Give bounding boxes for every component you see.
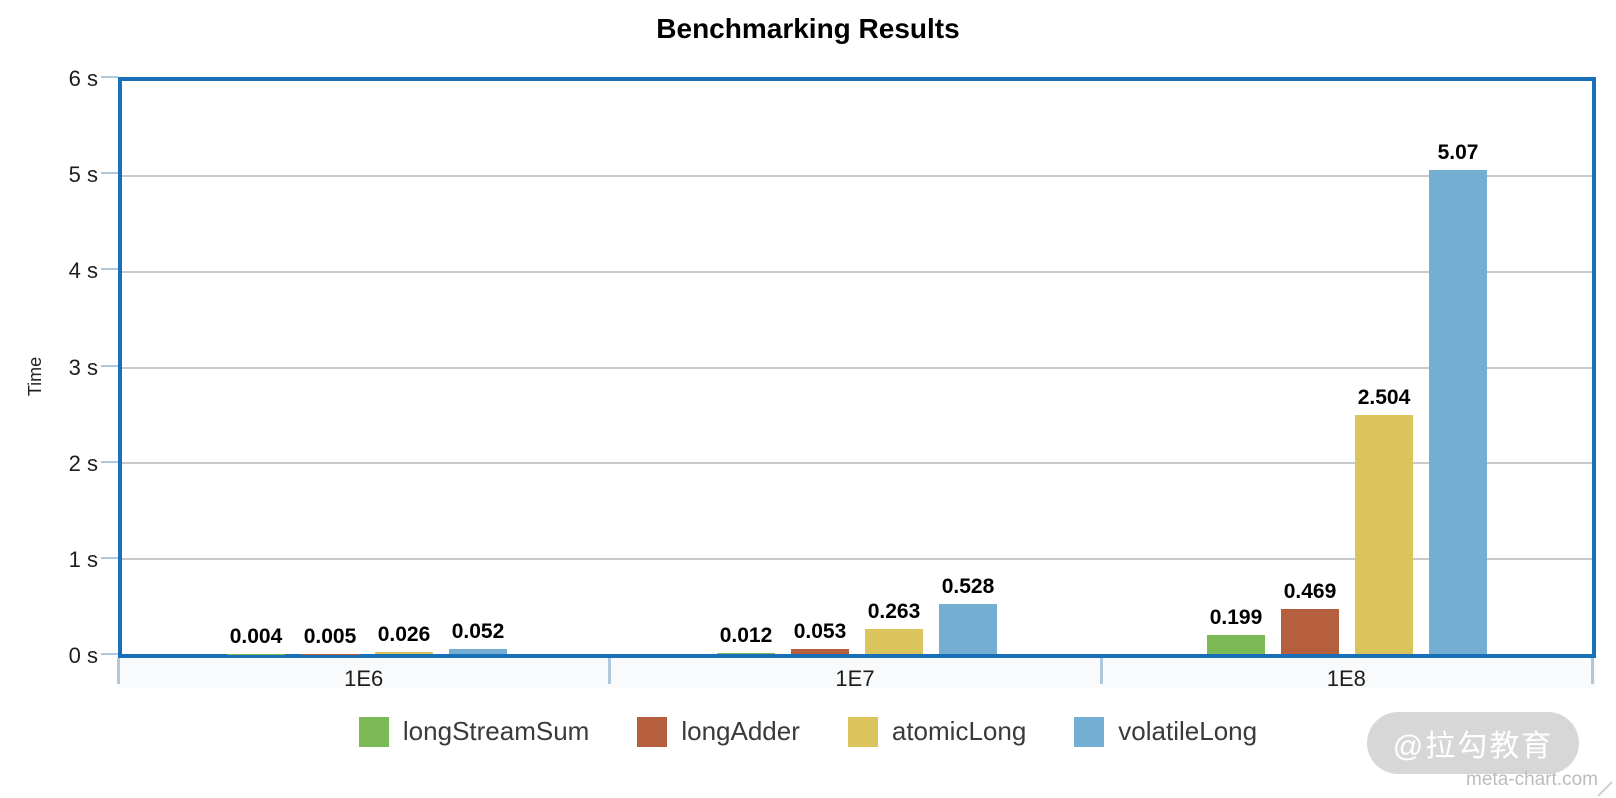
bar-slot-volatileLong-1E8: 5.07 bbox=[1429, 81, 1487, 654]
legend-label-longStreamSum: longStreamSum bbox=[402, 716, 590, 746]
bar-value-label-volatileLong-1E8: 5.07 bbox=[1437, 140, 1479, 164]
x-tick-mark-3 bbox=[1591, 658, 1594, 684]
gridline-5s bbox=[122, 175, 1592, 178]
x-tick-label-1E7: 1E7 bbox=[835, 666, 875, 691]
y-tick-label-5s: 5 s bbox=[68, 162, 98, 188]
y-tick-mark-4s bbox=[101, 268, 118, 271]
bar-atomicLong-1E7 bbox=[865, 628, 923, 654]
x-tick-mark-2 bbox=[1099, 658, 1103, 684]
y-tick-label-4s: 4 s bbox=[68, 258, 98, 284]
legend-swatch-atomicLong bbox=[847, 716, 878, 747]
y-tick-mark-6s bbox=[101, 76, 118, 78]
bar-slot-volatileLong-1E6: 0.052 bbox=[449, 81, 507, 654]
bar-value-label-atomicLong-1E6: 0.026 bbox=[377, 622, 431, 646]
gridline-2s bbox=[122, 461, 1592, 464]
bar-longAdder-1E7 bbox=[791, 648, 849, 654]
bar-value-label-longAdder-1E6: 0.005 bbox=[303, 624, 357, 648]
y-tick-label-6s: 6 s bbox=[68, 66, 98, 91]
y-tick-mark-0s bbox=[101, 653, 118, 655]
x-tick-label-1E6: 1E6 bbox=[344, 666, 384, 691]
bar-slot-volatileLong-1E7: 0.528 bbox=[939, 81, 997, 654]
y-tick-mark-3s bbox=[101, 364, 118, 367]
bar-slot-longAdder-1E6: 0.005 bbox=[301, 81, 359, 654]
y-tick-label-2s: 2 s bbox=[68, 450, 98, 476]
bar-value-label-longAdder-1E7: 0.053 bbox=[793, 619, 847, 643]
bar-longStreamSum-1E8 bbox=[1207, 635, 1265, 654]
legend-swatch-volatileLong bbox=[1074, 716, 1105, 747]
bar-group-1E7: 0.012 0.053 0.263 0.528 bbox=[612, 81, 1102, 654]
gridline-1s bbox=[122, 557, 1592, 560]
x-tick-label-1E8: 1E8 bbox=[1326, 666, 1366, 691]
legend: longStreamSum longAdder atomicLong volatile… bbox=[0, 716, 1616, 747]
chart-title: Benchmarking Results bbox=[656, 13, 960, 44]
bar-value-label-volatileLong-1E6: 0.052 bbox=[451, 620, 505, 644]
bar-slot-atomicLong-1E6: 0.026 bbox=[375, 81, 433, 654]
y-tick-mark-1s bbox=[101, 556, 118, 559]
y-tick-mark-5s bbox=[101, 172, 118, 175]
bar-longStreamSum-1E7 bbox=[717, 652, 775, 654]
bar-atomicLong-1E6 bbox=[375, 651, 433, 654]
bar-slot-atomicLong-1E7: 0.263 bbox=[865, 81, 923, 654]
gridline-3s bbox=[122, 366, 1592, 369]
bar-slot-longAdder-1E8: 0.469 bbox=[1281, 81, 1339, 654]
bar-volatileLong-1E6 bbox=[449, 649, 507, 654]
x-tick-mark-0 bbox=[117, 658, 120, 684]
bar-atomicLong-1E8 bbox=[1355, 414, 1413, 654]
bar-slot-longStreamSum-1E7: 0.012 bbox=[717, 81, 775, 654]
legend-item-longStreamSum: longStreamSum bbox=[358, 716, 590, 747]
legend-label-atomicLong: atomicLong bbox=[891, 716, 1027, 746]
bar-volatileLong-1E7 bbox=[939, 603, 997, 654]
bar-value-label-longStreamSum-1E7: 0.012 bbox=[719, 623, 773, 647]
plot-area: 0.004 0.005 0.026 0.052 0.012 0.053 0.263 0.528… bbox=[118, 77, 1596, 658]
legend-label-volatileLong: volatileLong bbox=[1118, 716, 1258, 746]
bar-slot-longStreamSum-1E6: 0.004 bbox=[227, 81, 285, 654]
bar-volatileLong-1E8 bbox=[1429, 169, 1487, 654]
watermark-site-link[interactable]: meta-chart.com bbox=[1466, 769, 1598, 790]
bar-value-label-longAdder-1E8: 0.469 bbox=[1283, 580, 1337, 604]
y-tick-mark-2s bbox=[101, 460, 118, 463]
bar-groups: 0.004 0.005 0.026 0.052 0.012 0.053 0.263 0.528… bbox=[122, 81, 1592, 654]
bar-slot-longAdder-1E7: 0.053 bbox=[791, 81, 849, 654]
bar-group-1E6: 0.004 0.005 0.026 0.052 bbox=[122, 81, 612, 654]
x-axis-tick-strip bbox=[118, 658, 1596, 688]
bar-value-label-longStreamSum-1E6: 0.004 bbox=[229, 624, 283, 648]
legend-label-longAdder: longAdder bbox=[681, 716, 800, 746]
watermark-badge: @拉勾教育 bbox=[1367, 712, 1579, 774]
legend-item-atomicLong: atomicLong bbox=[847, 716, 1027, 747]
bar-value-label-longStreamSum-1E8: 0.199 bbox=[1209, 606, 1263, 629]
legend-swatch-longStreamSum bbox=[358, 716, 389, 747]
legend-swatch-longAdder bbox=[637, 716, 668, 747]
y-tick-label-1s: 1 s bbox=[68, 546, 98, 572]
y-tick-label-3s: 3 s bbox=[68, 354, 98, 380]
watermark-corner-mark bbox=[1597, 781, 1613, 797]
legend-item-longAdder: longAdder bbox=[637, 716, 800, 747]
x-tick-mark-1 bbox=[608, 658, 612, 684]
bar-group-1E8: 0.199 0.469 2.504 5.07 bbox=[1102, 81, 1592, 654]
bar-value-label-volatileLong-1E7: 0.528 bbox=[941, 574, 995, 598]
bar-value-label-atomicLong-1E7: 0.263 bbox=[867, 599, 921, 623]
bar-longAdder-1E8 bbox=[1281, 609, 1339, 654]
legend-item-volatileLong: volatileLong bbox=[1074, 716, 1257, 747]
y-tick-label-0s: 0 s bbox=[68, 643, 98, 668]
gridline-4s bbox=[122, 270, 1592, 273]
bar-slot-atomicLong-1E8: 2.504 bbox=[1355, 81, 1413, 654]
bar-slot-longStreamSum-1E8: 0.199 bbox=[1207, 81, 1265, 654]
bar-value-label-atomicLong-1E8: 2.504 bbox=[1357, 385, 1411, 409]
